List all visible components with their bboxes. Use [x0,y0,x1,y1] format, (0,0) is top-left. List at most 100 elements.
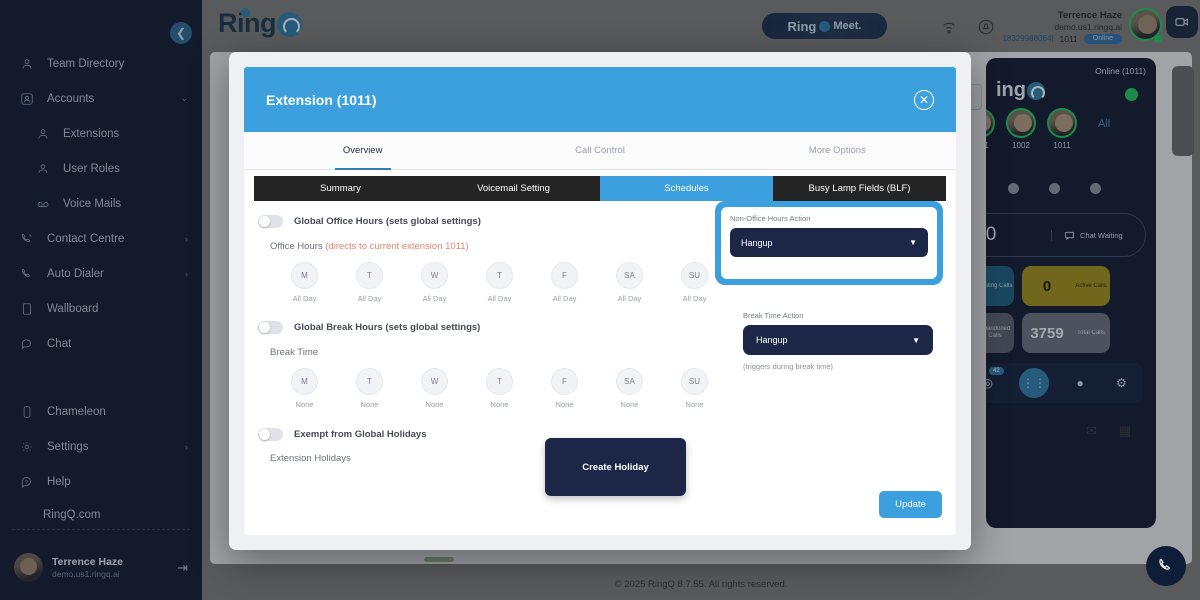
status-badge[interactable]: Online [1083,33,1122,45]
sidebar-item-help[interactable]: ? Help [0,464,202,499]
day-circle[interactable]: T [356,262,383,289]
dialpad-icon[interactable]: ⋮⋮ [1018,368,1049,398]
bell-icon[interactable] [977,18,997,38]
break-day-tuesday[interactable]: T None [337,368,402,409]
day-value: All Day [487,294,512,303]
chat-waiting-label: Chat Waiting [1080,230,1123,240]
chat-waiting-value: 0 [986,224,997,245]
sidebar-item-extensions[interactable]: Extensions [0,116,202,151]
day-circle[interactable]: SA [616,262,643,289]
day-circle[interactable]: T [486,262,513,289]
subtab-summary[interactable]: Summary [254,176,427,201]
day-circle[interactable]: W [421,262,448,289]
modal-body: Global Office Hours (sets global setting… [244,201,956,464]
sidebar-item-chameleon[interactable]: Chameleon [0,394,202,429]
break-day-saturday[interactable]: SA None [597,368,662,409]
video-camera-button[interactable] [1166,6,1198,38]
day-circle[interactable]: T [356,368,383,395]
subtab-busy-lamp-fields[interactable]: Busy Lamp Fields (BLF) [773,176,946,201]
stat-card-waiting-calls[interactable]: 0 Waiting Calls [986,266,1014,306]
tab-more-options[interactable]: More Options [808,145,866,156]
avatar[interactable] [1129,8,1162,41]
non-office-hours-action-select[interactable]: Hangup ▼ [730,228,928,257]
sidebar-item-voice-mails[interactable]: Voice Mails [0,186,202,221]
sidebar-item-label: Auto Dialer [47,267,104,280]
day-circle[interactable]: M [291,368,318,395]
sidebar-item-auto-dialer[interactable]: Auto Dialer › [0,256,202,291]
sidebar-item-team-directory[interactable]: Team Directory [0,46,202,81]
close-icon[interactable]: ✕ [914,89,934,110]
day-value: None [685,400,704,409]
sidebar-item-user-roles[interactable]: User Roles [0,151,202,186]
day-sunday[interactable]: SU All Day [662,262,727,303]
global-office-hours-toggle[interactable] [258,215,283,228]
avatar [14,553,43,582]
day-circle[interactable]: W [421,368,448,395]
create-holiday-button[interactable]: Create Holiday [545,438,686,496]
day-tuesday[interactable]: T All Day [337,262,402,303]
stat-card-abandoned-calls[interactable]: 678 Abandoned Calls [986,313,1014,353]
list-item[interactable]: 1011 [1045,108,1079,150]
topbar-user-domain: demo.us1.ringq.ai [1054,21,1122,32]
sidebar-collapse-button[interactable]: ❮ [170,22,192,44]
exempt-holidays-toggle[interactable] [258,428,283,441]
sidebar-user-profile[interactable]: Terrence Haze demo.us1.ringq.ai ⇥ [0,553,202,582]
sidebar-item-contact-centre[interactable]: Contact Centre › [0,221,202,256]
sidebar-item-accounts[interactable]: Accounts ⌄ [0,81,202,116]
user-icon [34,160,52,178]
day-circle[interactable]: M [291,262,318,289]
day-circle[interactable]: SU [681,368,708,395]
mail-icon[interactable]: ✉ [1086,423,1097,438]
sidebar-item-ringq-website[interactable]: RingQ.com [43,509,101,521]
video-camera-icon [1175,18,1188,26]
online-indicator-dot [1125,88,1138,101]
day-circle[interactable]: F [551,368,578,395]
view-all-link[interactable]: All [1098,118,1111,130]
stat-card-active-calls[interactable]: 0 Active Calls [1022,266,1110,306]
break-day-wednesday[interactable]: W None [402,368,467,409]
break-day-friday[interactable]: F None [532,368,597,409]
voicemail-icon[interactable]: ◎ 42 [986,367,1004,393]
sidebar-item-wallboard[interactable]: Wallboard [0,291,202,326]
sidebar-item-settings[interactable]: Settings › [0,429,202,464]
ringq-meet-button[interactable]: Ring Meet. [762,13,887,39]
tab-overview[interactable]: Overview [244,132,481,169]
gear-icon [18,438,36,456]
break-day-sunday[interactable]: SU None [662,368,727,409]
day-circle[interactable]: T [486,368,513,395]
modal-subtabs: Summary Voicemail Setting Schedules Busy… [254,176,946,201]
stat-label: Active Calls [1075,282,1107,289]
logout-icon[interactable]: ⇥ [177,559,188,575]
list-item[interactable]: 1001 [986,108,997,150]
break-day-monday[interactable]: M None [272,368,337,409]
break-time-action-select[interactable]: Hangup ▼ [743,325,933,355]
day-circle[interactable]: SA [616,368,643,395]
day-thursday[interactable]: T All Day [467,262,532,303]
gear-icon[interactable]: ⚙ [1115,376,1127,390]
day-circle[interactable]: F [551,262,578,289]
update-button[interactable]: Update [879,491,942,518]
call-fab-button[interactable] [1146,546,1186,586]
list-item[interactable]: 1002 [1004,108,1038,150]
exempt-holidays-label: Exempt from Global Holidays [294,429,427,440]
chat-icon [18,335,36,353]
day-monday[interactable]: M All Day [272,262,337,303]
contacts-icon[interactable]: ● [1076,376,1084,390]
qr-code-icon[interactable]: ▦ [1118,423,1132,438]
day-friday[interactable]: F All Day [532,262,597,303]
tab-call-control[interactable]: Call Control [575,145,625,156]
global-break-hours-toggle[interactable] [258,321,283,334]
day-wednesday[interactable]: W All Day [402,262,467,303]
sidebar-item-label: Accounts [47,92,95,105]
phone-icon [1159,559,1170,570]
topbar-user-info[interactable]: Terrence Haze demo.us1.ringq.ai 18329988… [1002,10,1122,45]
wifi-icon[interactable] [940,18,960,38]
subtab-voicemail-setting[interactable]: Voicemail Setting [427,176,600,201]
stat-card-total-calls[interactable]: 3759 Total Calls [1022,313,1110,353]
day-circle[interactable]: SU [681,262,708,289]
break-day-thursday[interactable]: T None [467,368,532,409]
subtab-schedules[interactable]: Schedules [600,176,773,201]
chat-waiting-card[interactable]: 0 Chat Waiting [986,213,1146,257]
day-saturday[interactable]: SA All Day [597,262,662,303]
sidebar-item-chat[interactable]: Chat [0,326,202,361]
